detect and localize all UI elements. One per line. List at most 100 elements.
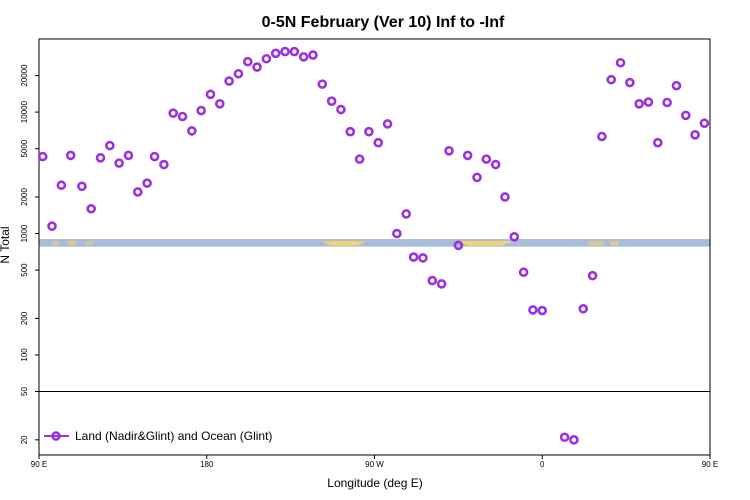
data-point bbox=[597, 131, 607, 142]
x-axis-title: Longitude (deg E) bbox=[327, 476, 422, 490]
data-point bbox=[196, 105, 206, 116]
data-points bbox=[37, 46, 710, 445]
legend-label: Land (Nadir&Glint) and Ocean (Glint) bbox=[75, 429, 272, 443]
plot-frame bbox=[38, 38, 711, 456]
data-point bbox=[634, 99, 644, 109]
legend-marker bbox=[51, 431, 61, 441]
data-point bbox=[77, 181, 87, 192]
data-point bbox=[462, 150, 473, 161]
data-point bbox=[270, 48, 281, 59]
y-tick-label: 200 bbox=[20, 311, 29, 325]
ocean-band bbox=[39, 239, 710, 247]
data-point bbox=[168, 108, 178, 118]
data-point bbox=[559, 432, 570, 443]
data-point bbox=[308, 50, 318, 60]
land-patch bbox=[322, 241, 366, 246]
data-point bbox=[47, 221, 57, 231]
y-tick-label: 500 bbox=[20, 263, 29, 277]
data-point bbox=[382, 119, 393, 129]
data-point bbox=[662, 97, 672, 108]
data-point bbox=[233, 68, 244, 79]
data-point bbox=[653, 137, 663, 148]
data-point bbox=[95, 153, 106, 163]
axes: 90 E 180 90 W 0 90 E 20 50 100 200 500 1000 2000 500… bbox=[20, 38, 718, 469]
data-point bbox=[587, 270, 598, 281]
data-point bbox=[86, 203, 96, 214]
data-point bbox=[643, 97, 654, 107]
data-point bbox=[205, 89, 216, 100]
data-point bbox=[114, 158, 124, 168]
data-point bbox=[159, 159, 169, 170]
data-point bbox=[500, 192, 510, 202]
data-point bbox=[364, 126, 374, 137]
x-tick-label: 180 bbox=[200, 460, 214, 469]
data-point bbox=[149, 151, 160, 162]
data-point bbox=[453, 240, 464, 251]
data-point bbox=[509, 231, 520, 242]
data-point bbox=[252, 62, 262, 72]
y-axis-title: N Total bbox=[0, 226, 12, 263]
x-tick-label: 90 E bbox=[31, 460, 47, 469]
data-point bbox=[336, 104, 346, 115]
land-patch bbox=[84, 241, 96, 246]
data-point bbox=[354, 154, 365, 164]
data-point bbox=[123, 150, 134, 161]
data-point bbox=[680, 110, 691, 121]
data-point bbox=[345, 126, 356, 137]
data-point bbox=[481, 154, 492, 164]
data-point bbox=[56, 180, 67, 191]
y-tick-label: 20000 bbox=[20, 64, 29, 87]
y-tick-label: 20 bbox=[20, 435, 29, 444]
data-point bbox=[289, 46, 300, 57]
data-point bbox=[427, 275, 438, 286]
data-point bbox=[408, 252, 419, 262]
y-tick-label: 5000 bbox=[20, 139, 29, 157]
chart-title: 0-5N February (Ver 10) Inf to -Inf bbox=[262, 14, 505, 31]
land-patch bbox=[51, 241, 59, 246]
data-point bbox=[615, 57, 626, 68]
data-point bbox=[65, 150, 76, 161]
x-tick-label: 0 bbox=[540, 460, 545, 469]
data-point bbox=[418, 253, 428, 263]
x-tick-label: 90 E bbox=[702, 460, 718, 469]
data-point bbox=[214, 99, 225, 109]
data-point bbox=[373, 137, 384, 148]
data-point bbox=[444, 146, 454, 156]
data-point bbox=[690, 130, 700, 140]
data-point bbox=[699, 118, 710, 129]
data-point bbox=[224, 76, 234, 86]
data-point bbox=[625, 77, 635, 88]
data-point bbox=[37, 151, 48, 162]
data-point bbox=[298, 52, 309, 62]
land-patch bbox=[67, 241, 77, 246]
data-point bbox=[105, 140, 115, 151]
y-tick-label: 100 bbox=[20, 348, 29, 362]
y-tick-label: 2000 bbox=[20, 188, 29, 206]
data-point bbox=[132, 187, 143, 197]
land-patch bbox=[457, 241, 513, 246]
data-point bbox=[528, 305, 538, 315]
data-point bbox=[472, 172, 482, 183]
data-point bbox=[518, 267, 529, 278]
land-ocean-band bbox=[39, 239, 710, 247]
data-point bbox=[317, 79, 328, 89]
data-point bbox=[436, 279, 447, 289]
data-point bbox=[242, 56, 253, 67]
data-point bbox=[280, 46, 290, 57]
data-point bbox=[187, 126, 197, 136]
data-point bbox=[177, 111, 188, 122]
data-point bbox=[537, 305, 548, 316]
data-point bbox=[490, 159, 501, 170]
data-point bbox=[261, 53, 272, 64]
land-patch bbox=[609, 241, 619, 246]
data-point bbox=[326, 96, 337, 106]
y-tick-label: 1000 bbox=[20, 224, 29, 242]
data-point bbox=[578, 303, 589, 314]
data-point bbox=[401, 209, 411, 219]
data-point bbox=[392, 228, 402, 239]
y-tick-label: 10000 bbox=[20, 100, 29, 123]
data-point bbox=[142, 178, 152, 188]
legend: Land (Nadir&Glint) and Ocean (Glint) bbox=[44, 429, 272, 443]
data-point bbox=[671, 80, 682, 91]
